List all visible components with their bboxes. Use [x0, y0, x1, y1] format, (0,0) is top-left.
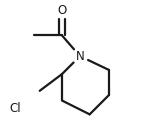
Text: O: O — [57, 4, 67, 17]
Text: N: N — [76, 50, 84, 63]
Text: Cl: Cl — [9, 102, 21, 115]
